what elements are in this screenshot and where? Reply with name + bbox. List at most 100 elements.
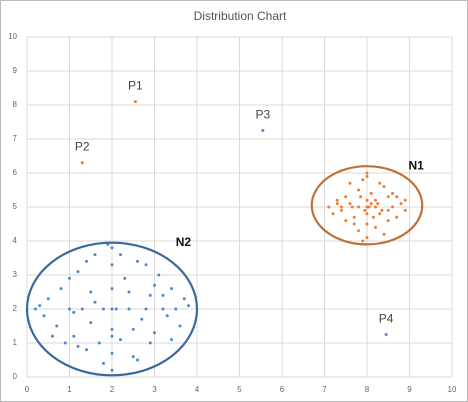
y-tick-label: 0 [13,372,18,381]
data-point [350,205,354,209]
data-point [165,314,169,318]
data-point [403,208,407,212]
data-point [371,215,375,219]
data-point [403,198,407,202]
point-label: P2 [75,140,90,154]
data-point [182,297,186,301]
data-point [369,191,373,195]
x-tick-label: 4 [195,385,200,394]
point-label: P3 [256,107,271,121]
data-point [365,205,369,209]
y-tick-label: 1 [13,338,18,347]
cluster-ellipse [310,165,424,246]
data-point [348,181,352,185]
point-label: P1 [128,78,143,92]
data-point [144,263,148,267]
data-point [72,334,76,338]
data-point [110,368,114,372]
data-point [161,293,165,297]
data-point [174,307,178,311]
data-point [386,219,390,223]
data-point [365,222,369,226]
data-point [89,290,93,294]
data-point [187,304,190,308]
data-point [76,344,80,348]
data-point [395,195,399,199]
data-point [131,355,135,359]
data-point [357,205,360,209]
data-point [110,307,114,311]
data-point [144,307,148,311]
x-tick-label: 9 [407,385,412,394]
y-tick-label: 2 [13,304,18,313]
data-point [80,161,84,165]
data-point [361,178,365,182]
data-point [367,205,371,209]
data-point [148,341,152,345]
x-tick-label: 6 [280,385,285,394]
data-point [127,290,131,294]
data-point [85,348,88,352]
y-tick-label: 7 [13,134,18,143]
data-point [382,185,386,189]
data-point [157,273,161,277]
data-point [42,314,46,318]
data-point [136,358,139,362]
data-point [55,324,59,328]
y-tick-label: 3 [13,270,18,279]
data-point [140,317,144,321]
data-point [110,334,114,338]
data-point [97,341,101,345]
data-point [59,287,63,291]
data-point [110,327,114,331]
data-point [365,198,369,202]
data-point [178,324,182,328]
data-point [391,191,394,195]
data-point [344,219,348,223]
data-point [359,195,363,199]
y-tick-label: 6 [13,168,18,177]
data-point [38,304,42,308]
data-point [63,341,67,345]
data-point [352,222,356,226]
data-point [380,208,384,212]
data-point [119,253,122,257]
y-tick-label: 8 [13,100,18,109]
data-point [85,259,88,263]
x-tick-label: 8 [365,385,370,394]
data-point [344,195,348,199]
cluster-label: N2 [176,235,192,249]
data-point [352,215,356,219]
data-point [374,198,377,202]
data-point [340,208,343,212]
data-point [110,287,114,291]
data-point [93,300,97,304]
data-point [114,307,118,311]
data-point [331,212,335,216]
y-tick-label: 10 [8,32,17,41]
data-point [131,327,135,331]
data-point [363,208,367,212]
data-point [335,198,339,202]
data-point [395,215,399,219]
data-point [68,276,71,280]
data-point [374,205,377,209]
data-point [361,239,365,243]
data-point [102,361,105,365]
y-tick-label: 5 [13,202,18,211]
data-point [399,202,403,206]
data-point [369,202,373,206]
data-point [68,307,71,311]
point-label: P4 [379,311,394,325]
data-point [93,253,97,257]
data-point [170,287,173,291]
data-point [348,202,352,206]
y-tick-label: 9 [13,66,18,75]
data-point [153,283,156,287]
data-point [102,307,105,311]
data-point [80,307,84,311]
data-point [153,331,156,335]
data-point [136,259,139,263]
